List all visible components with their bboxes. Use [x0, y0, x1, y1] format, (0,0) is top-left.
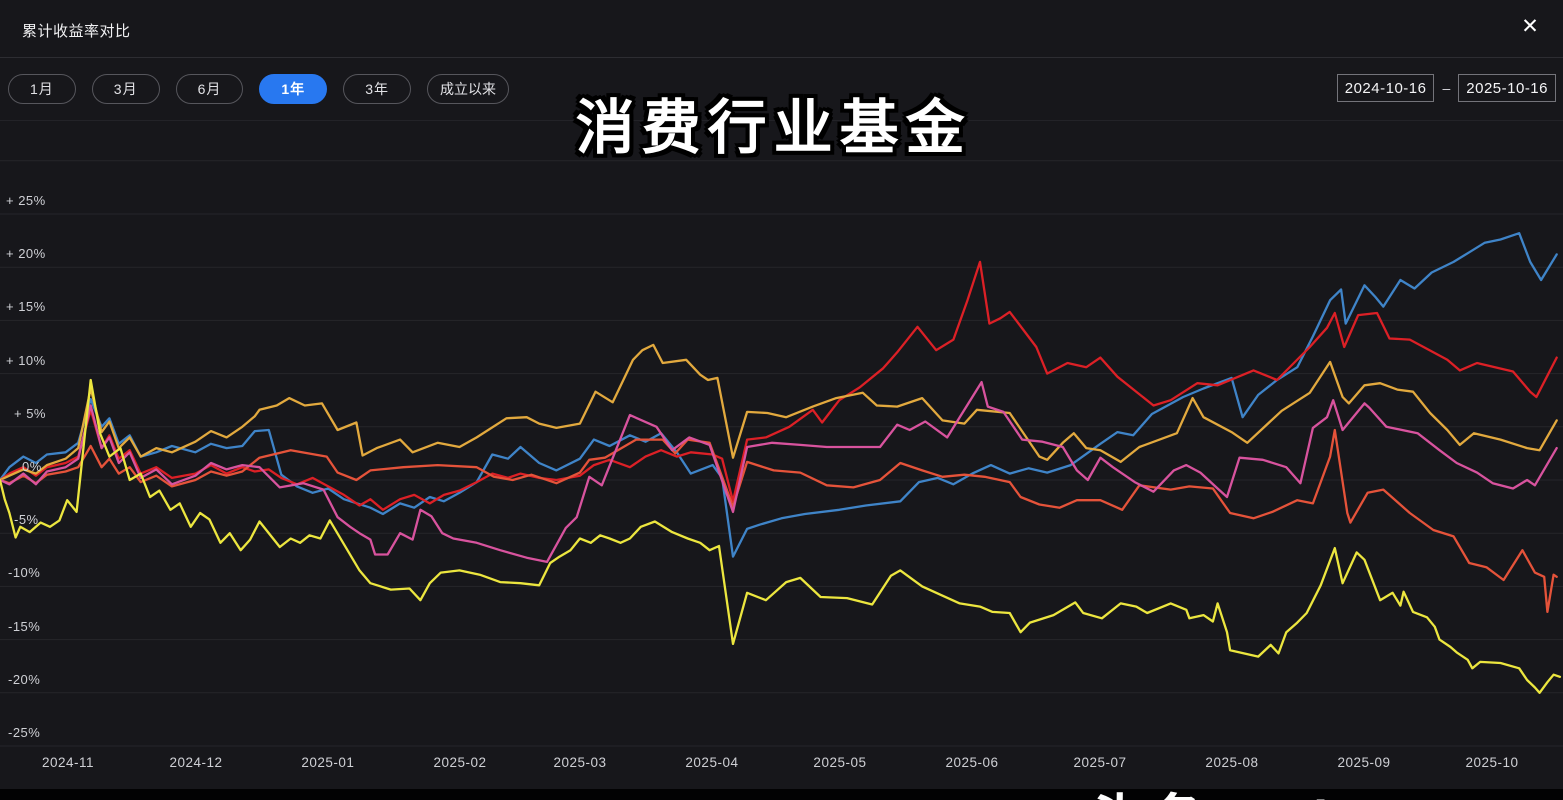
date-range-separator: –	[1442, 80, 1451, 96]
returns-line-chart[interactable]	[0, 130, 1563, 760]
y-axis-tick-label: + 15%	[6, 299, 46, 315]
period-toolbar: 1月 3月 6月 1年 3年 成立以来	[8, 74, 509, 104]
period-button-3月[interactable]: 3月	[91, 74, 160, 104]
period-button-3年[interactable]: 3年	[343, 74, 411, 104]
close-icon[interactable]: ✕	[1515, 12, 1545, 42]
y-axis-tick-label: + 5%	[14, 405, 46, 421]
plot-top-border	[0, 120, 1563, 121]
header-divider	[0, 57, 1563, 58]
y-axis-tick-label: -5%	[14, 512, 39, 528]
y-axis-tick-label: -10%	[8, 565, 41, 581]
x-axis-tick-label: 2024-12	[169, 755, 223, 770]
series-line-blue	[0, 232, 1558, 558]
period-button-6月[interactable]: 6月	[175, 74, 244, 104]
x-axis-tick-label: 2024-11	[41, 755, 95, 770]
period-button-1年[interactable]: 1年	[259, 74, 328, 104]
period-button-成立以来[interactable]: 成立以来	[426, 74, 509, 104]
y-axis-tick-label: + 20%	[6, 246, 46, 262]
series-line-magenta	[0, 380, 1558, 564]
date-range-picker: 2024-10-16 – 2025-10-16	[1336, 74, 1556, 102]
watermark: 头条@LinQ	[1088, 776, 1424, 800]
x-axis-tick-label: 2025-09	[1337, 755, 1391, 770]
y-axis-tick-label: + 10%	[6, 352, 46, 368]
period-button-1月[interactable]: 1月	[8, 74, 76, 104]
x-axis-tick-label: 2025-04	[685, 755, 739, 770]
x-axis-tick-label: 2025-10	[1465, 755, 1519, 770]
y-axis-tick-label: -25%	[8, 725, 41, 740]
series-line-amber	[0, 343, 1558, 482]
bottom-strip	[0, 789, 1563, 800]
y-axis-tick-label: -20%	[8, 671, 41, 687]
y-axis-tick-label: -15%	[8, 618, 41, 634]
y-axis-tick-label: + 25%	[6, 193, 46, 208]
page-title: 累计收益率对比	[22, 23, 131, 40]
x-axis-tick-label: 2025-07	[1073, 755, 1127, 770]
x-axis-tick-label: 2025-05	[813, 755, 867, 770]
series-line-vermilion	[0, 428, 1558, 614]
x-axis-tick-label: 2025-08	[1205, 755, 1259, 770]
x-axis-tick-label: 2025-03	[553, 755, 607, 770]
series-line-yellow	[0, 378, 1562, 694]
x-axis-tick-label: 2025-06	[945, 755, 999, 770]
overlay-title: 消费行业基金	[575, 95, 972, 161]
y-axis-tick-label: 0%	[22, 459, 42, 474]
x-axis-tick-label: 2025-01	[301, 755, 355, 770]
start-date-input[interactable]: 2024-10-16	[1336, 74, 1435, 102]
end-date-input[interactable]: 2025-10-16	[1458, 74, 1556, 102]
x-axis-tick-label: 2025-02	[433, 755, 487, 770]
